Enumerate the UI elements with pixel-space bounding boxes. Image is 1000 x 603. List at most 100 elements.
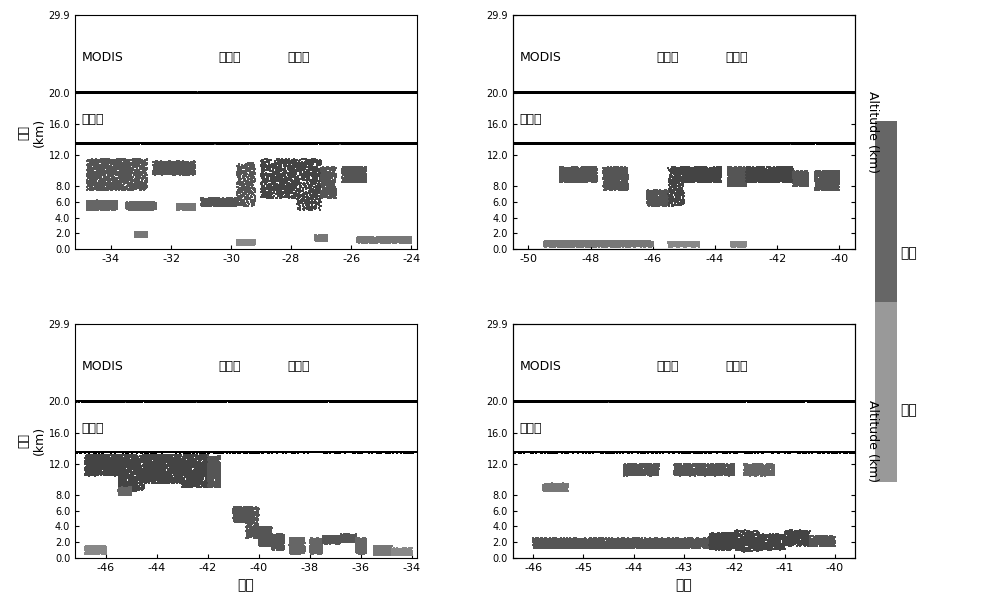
Point xyxy=(294,88,310,98)
Point xyxy=(695,88,711,98)
Point xyxy=(201,139,217,148)
Point xyxy=(231,396,247,406)
Point xyxy=(789,167,805,177)
Point xyxy=(286,154,302,164)
Point xyxy=(737,241,753,251)
Point xyxy=(133,87,149,97)
Point xyxy=(524,447,540,457)
Point xyxy=(574,139,590,148)
Point xyxy=(816,168,832,177)
Point xyxy=(214,447,230,457)
Point xyxy=(679,165,695,175)
Point xyxy=(687,173,703,183)
Point xyxy=(103,160,119,169)
Point xyxy=(693,167,709,177)
Point xyxy=(153,139,169,148)
Point xyxy=(655,396,671,406)
Point xyxy=(732,396,748,406)
Point xyxy=(139,473,155,483)
Point xyxy=(97,464,113,474)
Point xyxy=(721,396,737,406)
Point xyxy=(594,397,610,406)
Point xyxy=(559,174,575,184)
Point xyxy=(360,88,376,98)
Point xyxy=(363,235,379,245)
Point xyxy=(387,397,403,406)
Point xyxy=(122,396,138,406)
Point xyxy=(369,549,385,558)
Point xyxy=(88,548,104,558)
Point xyxy=(669,240,685,250)
Point xyxy=(243,180,259,190)
Point xyxy=(801,138,817,148)
Point xyxy=(595,173,611,183)
Point xyxy=(518,447,534,456)
Point xyxy=(313,233,329,242)
Point xyxy=(195,138,211,148)
Point xyxy=(362,238,378,247)
Point xyxy=(615,238,631,248)
Point xyxy=(567,538,583,548)
Point xyxy=(659,139,675,148)
Point xyxy=(218,447,234,457)
Point xyxy=(525,88,541,98)
Point xyxy=(258,537,274,547)
Point xyxy=(396,397,412,406)
Point xyxy=(276,168,292,178)
Point xyxy=(676,195,692,204)
Point xyxy=(790,447,806,457)
Point xyxy=(318,87,334,97)
Point xyxy=(254,192,270,201)
Point xyxy=(598,397,614,406)
Point xyxy=(559,238,575,248)
Point xyxy=(185,169,201,179)
Point xyxy=(344,537,360,547)
Point xyxy=(229,197,245,206)
Point xyxy=(226,397,242,406)
Point xyxy=(536,447,552,457)
Point xyxy=(127,201,143,210)
Point xyxy=(614,239,630,248)
Point xyxy=(639,88,655,98)
Point xyxy=(823,447,839,456)
Point xyxy=(602,165,618,175)
Point xyxy=(247,397,263,406)
Point xyxy=(787,169,803,179)
Point xyxy=(82,457,98,467)
Point xyxy=(601,543,617,552)
Point xyxy=(579,237,595,247)
Point xyxy=(101,396,117,406)
Point xyxy=(229,239,245,249)
Point xyxy=(193,482,209,492)
Point xyxy=(629,461,645,471)
Point xyxy=(87,542,103,552)
Point xyxy=(607,535,623,545)
Point xyxy=(597,87,613,97)
Point xyxy=(646,467,662,477)
Point xyxy=(602,88,618,98)
Point xyxy=(322,87,338,97)
Point xyxy=(115,160,131,170)
Point xyxy=(244,169,260,179)
Point xyxy=(609,447,625,457)
Point xyxy=(567,536,583,546)
Point xyxy=(266,163,282,172)
Point xyxy=(654,188,670,198)
Point xyxy=(95,161,111,171)
Point xyxy=(257,189,273,198)
Point xyxy=(265,544,281,554)
Point xyxy=(702,168,718,178)
Point xyxy=(398,235,414,244)
Point xyxy=(570,176,586,186)
Point xyxy=(655,542,671,552)
Point xyxy=(231,235,247,245)
Point xyxy=(760,138,776,148)
Point xyxy=(228,196,244,206)
Point xyxy=(617,179,633,189)
Point xyxy=(84,543,100,553)
Point xyxy=(693,139,709,148)
Point xyxy=(570,535,586,545)
Point xyxy=(272,139,288,148)
Point xyxy=(189,397,205,406)
Point xyxy=(146,162,162,171)
